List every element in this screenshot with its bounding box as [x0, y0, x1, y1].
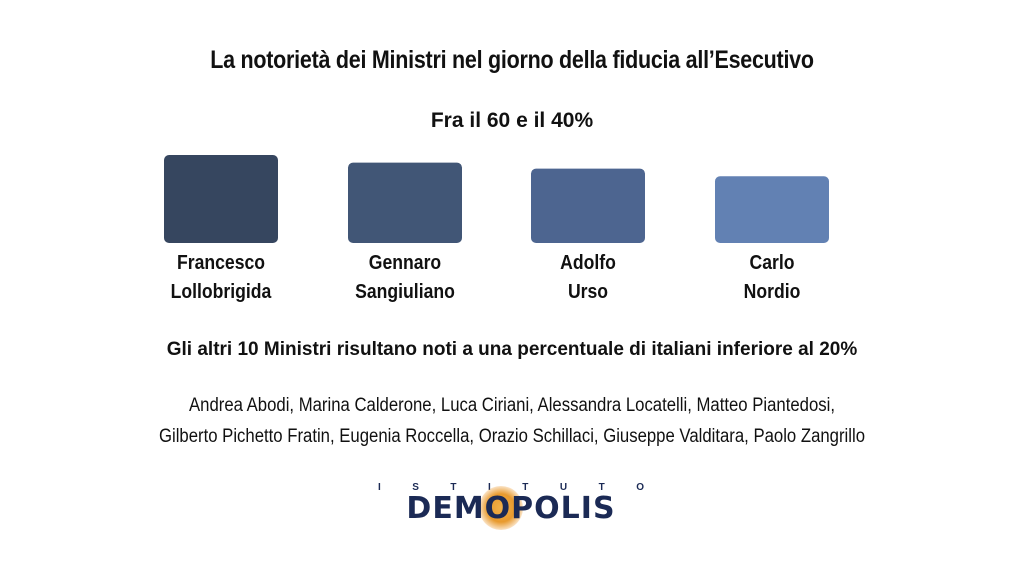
- chart-subtitle: Fra il 60 e il 40%: [430, 109, 594, 132]
- logo-letter: T: [522, 482, 529, 493]
- bar-nordio: [715, 176, 829, 243]
- other-ministers-note: Gli altri 10 Ministri risultano noti a u…: [166, 339, 858, 360]
- category-label-line: Sangiuliano: [355, 281, 455, 303]
- chart-title: La notorietà dei Ministri nel giorno del…: [210, 46, 814, 74]
- category-label-line: Lollobrigida: [170, 281, 272, 303]
- category-label: Francesco Lollobrigida: [151, 249, 292, 307]
- category-label-line: Francesco: [176, 252, 266, 274]
- logo-letter: T: [598, 482, 605, 493]
- logo-letter: T: [450, 482, 457, 493]
- logo-letter: I: [378, 482, 381, 493]
- logo-letter: U: [559, 482, 568, 493]
- logo-letter: O: [636, 482, 644, 493]
- category-label-line: Gennaro: [368, 252, 442, 274]
- bar-urso: [531, 168, 645, 243]
- category-label: Carlo Nordio: [702, 249, 843, 307]
- bar-chart: [164, 155, 829, 243]
- other-ministers-line-2: Gilberto Pichetto Fratin, Eugenia Roccel…: [158, 426, 866, 447]
- bar-sangiuliano: [348, 162, 462, 243]
- category-label-line: Nordio: [743, 281, 801, 303]
- logo-letter: I: [488, 482, 491, 493]
- category-label: Adolfo Urso: [518, 249, 659, 307]
- bar-lollobrigida: [164, 155, 278, 243]
- category-label-line: Carlo: [749, 252, 795, 274]
- other-ministers-line-1: Andrea Abodi, Marina Calderone, Luca Cir…: [189, 395, 835, 416]
- category-label-line: Adolfo: [560, 252, 616, 274]
- category-label: Gennaro Sangiuliano: [335, 249, 476, 307]
- logo-wordmark: DEMOPOLIS: [406, 491, 616, 526]
- logo-letter: S: [412, 482, 419, 493]
- category-label-line: Urso: [567, 281, 609, 303]
- demopolis-logo: I S T I T U T O DEMOPOLIS: [378, 482, 644, 532]
- logo-sun-icon: [479, 486, 523, 530]
- logo-istituto: I S T I T U T O: [378, 482, 644, 493]
